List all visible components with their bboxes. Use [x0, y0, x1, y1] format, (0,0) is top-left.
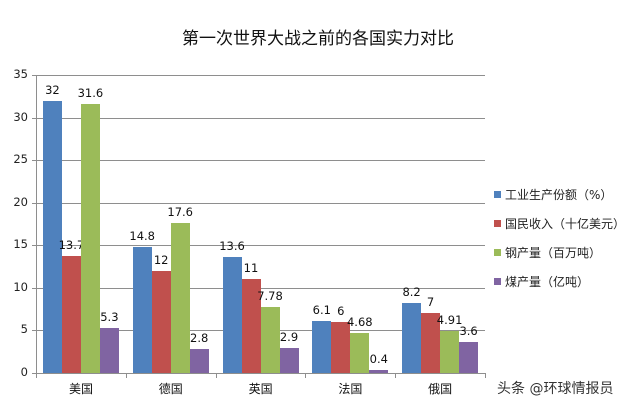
- gridline: [36, 75, 485, 76]
- gridline: [36, 160, 485, 162]
- y-tick-mark: [32, 117, 36, 119]
- data-label: 13.6: [219, 239, 245, 254]
- x-category-label: 英国: [248, 382, 273, 396]
- data-label: 17.6: [167, 205, 193, 220]
- legend-label: 工业生产份额（%）: [505, 188, 613, 202]
- x-tick-mark: [305, 373, 307, 378]
- chart-title: 第一次世界大战之前的各国实力对比: [0, 24, 640, 49]
- x-tick-mark: [215, 373, 217, 378]
- bar: [132, 246, 152, 373]
- data-label: 8.2: [402, 285, 421, 300]
- bar: [331, 321, 351, 373]
- y-tick-mark: [32, 287, 36, 289]
- data-label: 2.8: [190, 331, 209, 346]
- legend-swatch-icon: [494, 249, 501, 256]
- bar: [459, 342, 479, 373]
- y-tick-label: 30: [13, 109, 28, 124]
- x-tick-mark: [125, 373, 127, 378]
- legend-item: 钢产量（百万吨）: [494, 238, 625, 267]
- y-tick-mark: [32, 202, 36, 204]
- bar: [189, 349, 209, 373]
- y-tick-label: 10: [13, 279, 28, 294]
- bar: [241, 279, 261, 373]
- y-tick-label: 5: [20, 322, 28, 337]
- legend-label: 国民收入（十亿美元）: [505, 217, 626, 231]
- data-label: 6: [337, 303, 345, 318]
- legend-swatch-icon: [494, 220, 501, 227]
- x-axis: [36, 373, 485, 374]
- legend: 工业生产份额（%） 国民收入（十亿美元） 钢产量（百万吨） 煤产量（亿吨）: [494, 180, 625, 296]
- y-tick-label: 20: [13, 194, 28, 209]
- x-tick-mark: [36, 373, 37, 378]
- legend-label: 钢产量（百万吨）: [505, 246, 602, 260]
- y-tick-label: 25: [13, 152, 28, 167]
- bar: [350, 333, 370, 373]
- gridline: [36, 202, 485, 204]
- bar: [279, 348, 299, 373]
- data-label: 14.8: [129, 228, 155, 243]
- legend-item: 煤产量（亿吨）: [494, 267, 625, 296]
- y-tick-mark: [32, 373, 36, 374]
- y-tick-label: 0: [20, 365, 28, 379]
- bar: [151, 270, 171, 373]
- x-category-label: 美国: [68, 382, 93, 396]
- bar: [312, 321, 332, 373]
- bar: [369, 369, 389, 373]
- data-label: 4.91: [436, 313, 463, 328]
- x-category-label: 德国: [158, 382, 183, 396]
- data-label: 7.78: [257, 288, 283, 303]
- y-axis: [36, 75, 37, 374]
- y-tick-label: 15: [13, 237, 28, 252]
- data-label: 2.9: [279, 330, 299, 345]
- legend-swatch-icon: [494, 191, 501, 198]
- data-label: 5.3: [100, 309, 119, 324]
- data-label: 11: [243, 261, 259, 276]
- data-label: 13.7: [58, 238, 85, 253]
- x-tick-mark: [485, 373, 486, 378]
- gridline: [36, 287, 485, 289]
- data-label: 3.6: [459, 324, 478, 339]
- y-tick-mark: [32, 75, 36, 76]
- watermark: 头条 @环球情报员: [497, 381, 614, 397]
- chart-title-text: 第一次世界大战之前的各国实力对比: [182, 29, 454, 49]
- bar: [402, 303, 422, 373]
- bar: [222, 257, 242, 373]
- legend-item: 工业生产份额（%）: [494, 180, 625, 209]
- data-label: 7: [426, 295, 435, 310]
- bar: [170, 223, 190, 373]
- x-category-label: 法国: [338, 382, 363, 396]
- x-tick-mark: [395, 373, 397, 378]
- data-label: 31.6: [77, 85, 104, 100]
- y-tick-mark: [32, 330, 36, 332]
- y-tick-mark: [32, 160, 36, 162]
- bar: [99, 327, 119, 373]
- data-label: 4.68: [346, 315, 373, 330]
- data-label: 0.4: [369, 351, 388, 366]
- data-label: 6.1: [312, 303, 331, 318]
- legend-label: 煤产量（亿吨）: [505, 275, 590, 289]
- gridline: [36, 117, 485, 119]
- x-category-label: 俄国: [428, 382, 453, 396]
- bar: [440, 331, 460, 373]
- data-label: 12: [153, 252, 169, 267]
- y-tick-mark: [32, 245, 36, 247]
- gridline: [36, 245, 485, 247]
- bar: [61, 256, 81, 373]
- bar: [42, 100, 62, 373]
- data-label: 32: [45, 82, 60, 97]
- bar: [80, 103, 100, 373]
- legend-swatch-icon: [494, 278, 501, 285]
- y-tick-label: 35: [13, 67, 28, 81]
- bar: [421, 313, 441, 373]
- bar: [260, 306, 280, 373]
- legend-item: 国民收入（十亿美元）: [494, 209, 625, 238]
